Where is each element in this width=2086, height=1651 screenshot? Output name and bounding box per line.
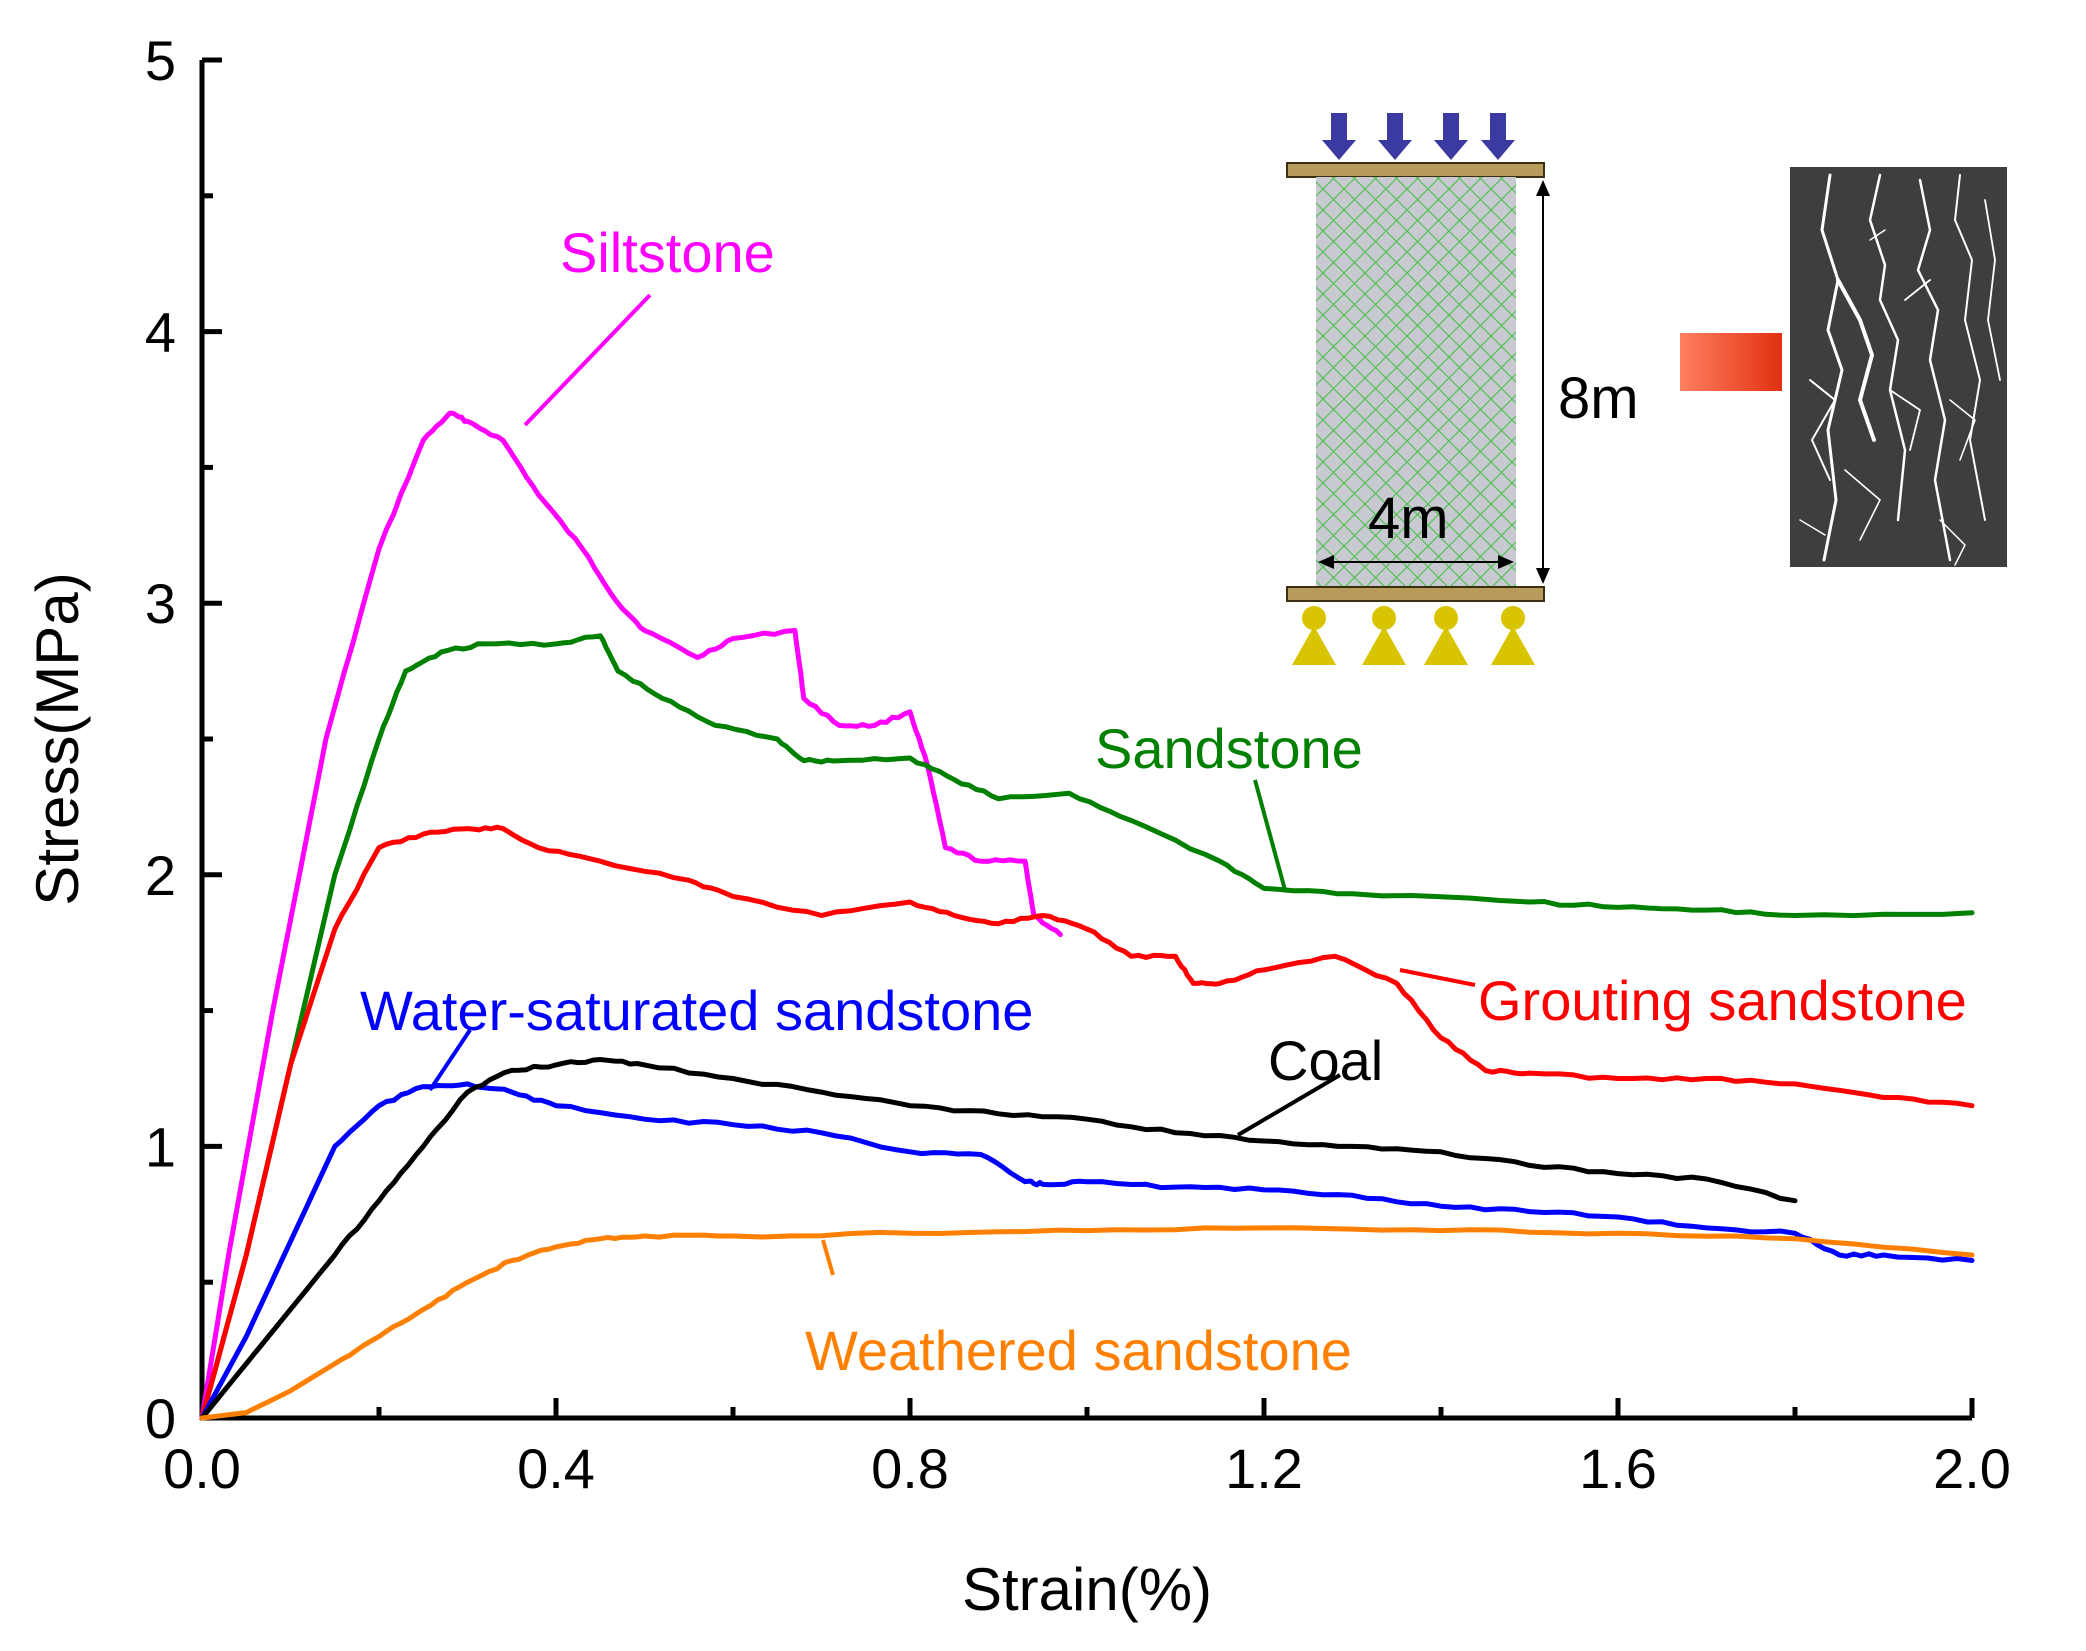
support-triangle-icon [1491,626,1535,665]
coal-label: Coal [1268,1029,1383,1092]
load-arrow-icon [1481,113,1515,160]
height-label: 8m [1558,366,1639,431]
series-layer [202,413,1972,1418]
grouting-sandstone-leader [1400,970,1475,985]
x-tick-label: 2.0 [1933,1437,2011,1500]
load-arrows [1322,113,1515,160]
supports [1292,606,1535,665]
water-saturated-sandstone-label: Water-saturated sandstone [360,979,1033,1042]
height-dimension [1536,180,1550,584]
sandstone-leader [1255,780,1285,890]
width-label: 4m [1368,486,1449,551]
grouting-sandstone-label: Grouting sandstone [1478,969,1967,1032]
weathered-sandstone-leader [823,1240,833,1275]
series-labels: Siltstone Sandstone Grouting sandstone W… [360,221,1967,1382]
y-tick-label: 2 [145,844,176,907]
series-line-siltstone [202,413,1060,1418]
top-plate [1287,163,1544,177]
support-triangle-icon [1292,626,1336,665]
transition-arrow [1680,333,1782,391]
x-tick-label: 0.8 [871,1437,949,1500]
model-inset: 8m 4m [1287,113,2007,665]
siltstone-leader [525,295,650,425]
y-axis-title: Stress(MPa) [24,572,91,905]
bottom-plate [1287,587,1544,601]
siltstone-label: Siltstone [560,221,775,284]
stress-strain-chart: 0123450.0 0.4 0.8 1.2 1.6 2.0Strain(%)Stress(… [0,0,2086,1651]
y-tick-label: 4 [145,301,176,364]
y-tick-label: 1 [145,1115,176,1178]
x-tick-label: 0.4 [517,1437,595,1500]
x-tick-label: 1.2 [1225,1437,1303,1500]
weathered-sandstone-label: Weathered sandstone [805,1319,1352,1382]
support-triangle-icon [1424,626,1468,665]
x-axis-title: Strain(%) [962,1556,1212,1623]
y-tick-label: 5 [145,29,176,92]
x-tick-label: 0.0 [163,1437,241,1500]
load-arrow-icon [1434,113,1468,160]
x-tick-label: 1.6 [1579,1437,1657,1500]
load-arrow-icon [1378,113,1412,160]
support-triangle-icon [1362,626,1406,665]
load-arrow-icon [1322,113,1356,160]
sandstone-label: Sandstone [1095,717,1363,780]
y-tick-label: 3 [145,572,176,635]
